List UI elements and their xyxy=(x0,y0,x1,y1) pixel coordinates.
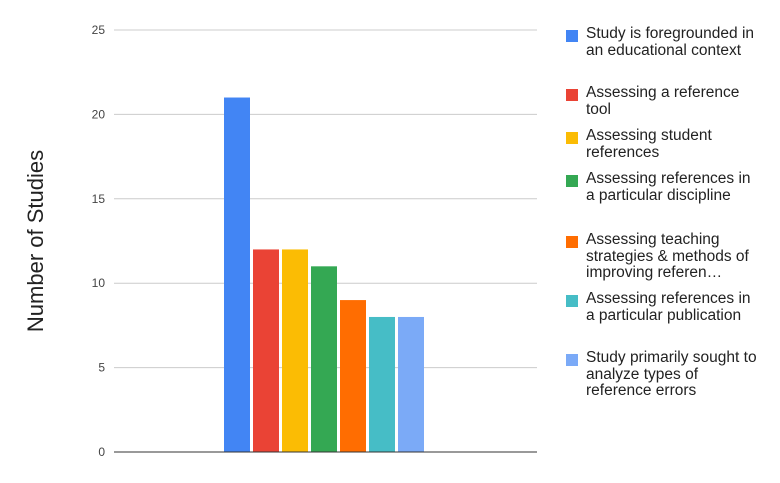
y-tick-label: 0 xyxy=(98,445,105,459)
y-axis-label: Number of Studies xyxy=(23,149,48,333)
legend-swatch xyxy=(566,295,578,307)
legend-label: Study primarily sought to analyze types … xyxy=(586,349,757,400)
legend-label: Assessing student references xyxy=(586,127,712,161)
bar[interactable] xyxy=(282,249,308,452)
bar[interactable] xyxy=(311,266,337,452)
legend-label: Assessing teaching strategies & methods … xyxy=(586,231,749,282)
y-tick-label: 15 xyxy=(92,192,106,206)
legend-label: Assessing references in a particular dis… xyxy=(586,170,751,204)
bar[interactable] xyxy=(253,249,279,452)
legend-label: Study is foregrounded in an educational … xyxy=(586,25,755,59)
legend-swatch xyxy=(566,132,578,144)
y-tick-label: 10 xyxy=(92,276,106,290)
legend-item[interactable]: Study primarily sought to analyze types … xyxy=(566,349,766,400)
legend-item[interactable]: Assessing student references xyxy=(566,127,766,161)
y-tick-label: 20 xyxy=(92,107,106,121)
legend-item[interactable]: Assessing references in a particular pub… xyxy=(566,290,766,324)
legend-swatch xyxy=(566,89,578,101)
bar[interactable] xyxy=(224,97,250,453)
y-tick-label: 25 xyxy=(92,23,106,37)
legend-item[interactable]: Assessing teaching strategies & methods … xyxy=(566,231,766,282)
legend-swatch xyxy=(566,354,578,366)
legend-swatch xyxy=(566,175,578,187)
y-tick-label: 5 xyxy=(98,361,105,375)
legend-item[interactable]: Study is foregrounded in an educational … xyxy=(566,25,766,59)
legend-label: Assessing a reference tool xyxy=(586,84,740,118)
legend-swatch xyxy=(566,30,578,42)
legend-item[interactable]: Assessing a reference tool xyxy=(566,84,766,118)
bar[interactable] xyxy=(369,316,395,452)
legend-label: Assessing references in a particular pub… xyxy=(586,290,751,324)
bar[interactable] xyxy=(340,300,366,452)
bar[interactable] xyxy=(398,316,424,452)
legend-item[interactable]: Assessing references in a particular dis… xyxy=(566,170,766,204)
legend-swatch xyxy=(566,236,578,248)
